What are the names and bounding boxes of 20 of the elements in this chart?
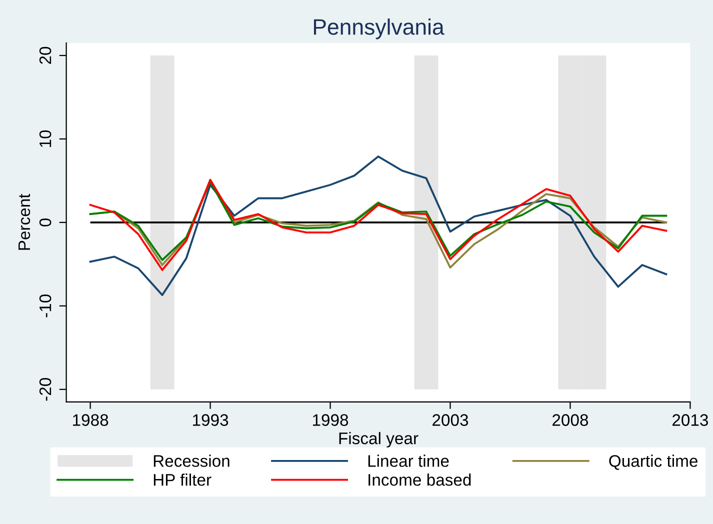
x-tick-label: 2008: [552, 414, 588, 426]
x-tick-label: 1998: [312, 414, 348, 426]
y-tick-label: 20: [39, 46, 52, 64]
y-tick-label: 10: [39, 130, 52, 147]
legend-label: Recession: [154, 454, 230, 467]
y-tick-label: -20: [39, 378, 52, 401]
x-tick-label: 2013: [672, 414, 708, 426]
legend-label: Income based: [368, 474, 471, 486]
x-tick-label: 2003: [432, 414, 468, 426]
legend-label: HP filter: [154, 474, 212, 486]
y-tick-label: -10: [39, 294, 52, 318]
chart-title: Pennsylvania: [314, 18, 444, 40]
legend-label: Quartic time: [609, 454, 698, 470]
legend-label: Linear time: [368, 454, 449, 467]
line-series: [89, 156, 668, 296]
y-tick-label: 0: [39, 218, 52, 226]
x-tick-label: 1993: [193, 414, 228, 426]
x-tick-label: 1988: [73, 414, 108, 426]
y-axis-title: Percent: [18, 194, 30, 250]
x-axis-title: Fiscal year: [339, 432, 418, 448]
